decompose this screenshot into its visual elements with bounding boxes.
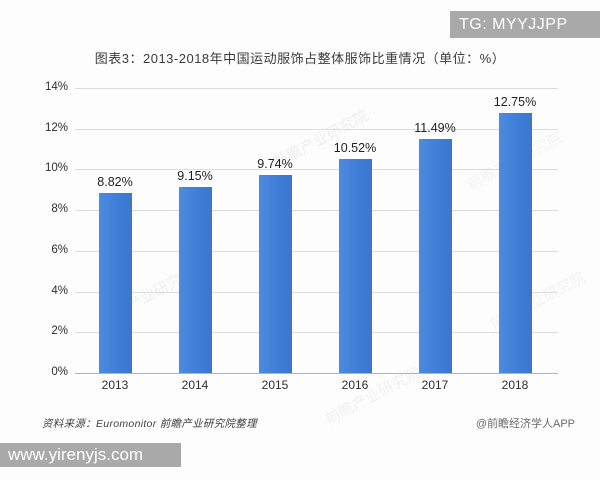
- gridline-8%: [75, 210, 558, 212]
- y-axis-label-4%: 4%: [51, 284, 68, 297]
- chart-title: 图表3：2013-2018年中国运动服饰占整体服饰比重情况（单位：%）: [94, 51, 506, 66]
- x-axis-label-2017: 2017: [421, 378, 449, 392]
- value-label-2016: 10.52%: [333, 140, 377, 155]
- bar-2014: [178, 186, 212, 373]
- value-label-2014: 9.15%: [177, 168, 213, 183]
- value-label-2015: 9.74%: [257, 156, 293, 171]
- value-label-2017: 11.49%: [414, 121, 456, 136]
- x-axis-label-2016: 2016: [341, 378, 369, 392]
- y-axis-label-8%: 8%: [51, 203, 68, 216]
- credit-note: @前瞻经济学人APP: [475, 418, 575, 430]
- bar-2015: [258, 174, 292, 373]
- gridline-12%: [75, 128, 558, 130]
- y-axis-label-10%: 10%: [44, 162, 68, 175]
- x-axis-label-2013: 2013: [101, 378, 129, 392]
- gridline-10%: [75, 169, 558, 171]
- url-watermark-bar: www.yirenyjs.com: [0, 443, 181, 467]
- bar-2018: [498, 113, 532, 373]
- bar-2013: [98, 193, 132, 373]
- x-axis-label-2018: 2018: [501, 378, 529, 392]
- y-axis-label-12%: 12%: [44, 121, 68, 134]
- gridline-2%: [75, 332, 558, 334]
- bar-2016: [338, 158, 372, 373]
- source-note: 资料来源：Euromonitor 前瞻产业研究院整理: [42, 418, 257, 430]
- bar-2017: [418, 139, 452, 373]
- gridline-6%: [75, 250, 558, 252]
- x-axis-label-2015: 2015: [261, 378, 289, 392]
- y-axis-label-14%: 14%: [44, 81, 68, 93]
- y-axis-label-2%: 2%: [51, 325, 68, 338]
- gridline-14%: [75, 88, 558, 89]
- value-label-2013: 8.82%: [97, 175, 133, 190]
- value-label-2018: 12.75%: [493, 95, 537, 110]
- y-axis-label-6%: 6%: [51, 243, 68, 256]
- corner-badge: TG: MYYJJPP: [450, 11, 600, 38]
- gridline-4%: [75, 291, 558, 293]
- plot-area: [75, 88, 558, 374]
- x-axis-label-2014: 2014: [181, 378, 209, 392]
- y-axis-label-0%: 0%: [51, 366, 68, 378]
